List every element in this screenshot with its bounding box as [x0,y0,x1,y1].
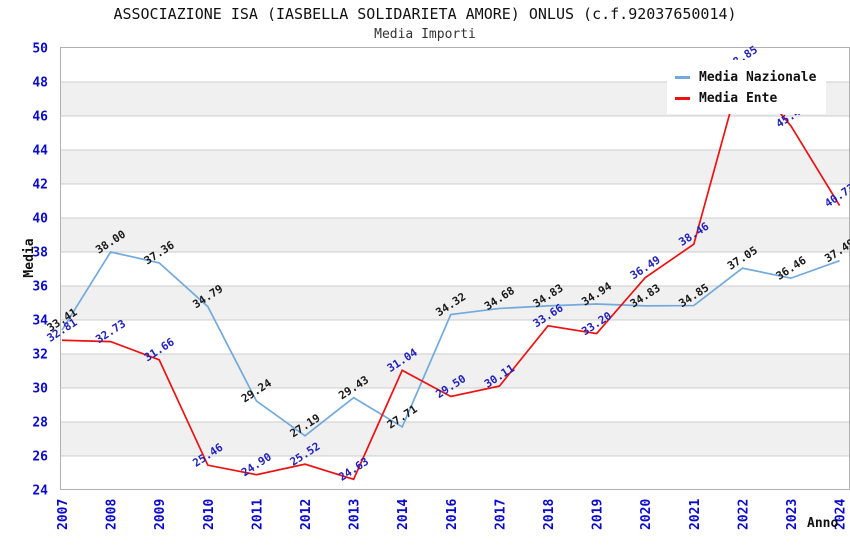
svg-text:2017: 2017 [493,499,508,530]
svg-text:38: 38 [32,246,48,261]
svg-text:2011: 2011 [250,499,265,530]
x-axis-labels: 2007 2008 2009 2010 2011 2012 2013 2014 2016 2017… [56,499,849,530]
svg-text:44: 44 [32,144,48,159]
svg-text:36: 36 [32,280,48,295]
svg-text:2024: 2024 [834,499,849,530]
y-axis-title: Media [22,238,37,277]
nazionale-line-swatch-icon [675,76,690,79]
svg-text:2009: 2009 [153,499,168,530]
svg-text:50: 50 [32,42,48,57]
x-axis-title: Anno [807,516,838,531]
svg-text:2014: 2014 [396,499,411,530]
svg-text:2007: 2007 [56,499,71,530]
svg-text:46: 46 [32,110,48,125]
svg-text:2022: 2022 [736,499,751,530]
chart-subtitle: Media Importi [374,27,476,42]
legend-item-media-nazionale: Media Nazionale [675,70,816,85]
ente-line-swatch-icon [675,97,690,100]
svg-text:2008: 2008 [105,499,120,530]
svg-text:48: 48 [32,76,48,91]
svg-text:42: 42 [32,178,48,193]
svg-text:24: 24 [32,484,48,499]
svg-text:2023: 2023 [785,499,800,530]
y-axis-labels: 24 26 28 30 32 34 36 38 40 42 44 46 48 50 [32,42,48,499]
legend-label: Media Ente [699,91,778,106]
svg-text:2013: 2013 [348,499,363,530]
chart-title: ASSOCIAZIONE ISA (IASBELLA SOLIDARIETA A… [113,5,737,23]
svg-text:2021: 2021 [688,499,703,530]
svg-text:2019: 2019 [591,499,606,530]
svg-text:2016: 2016 [445,499,460,530]
svg-text:40: 40 [32,212,48,227]
svg-text:2018: 2018 [542,499,557,530]
svg-text:2012: 2012 [299,499,314,530]
svg-text:30: 30 [32,382,48,397]
svg-text:34: 34 [32,314,48,329]
series-line-media-ente [61,65,841,481]
svg-text:32: 32 [32,348,48,363]
svg-text:2020: 2020 [639,499,654,530]
legend: Media Nazionale Media Ente [667,60,827,114]
svg-text:2010: 2010 [202,499,217,530]
svg-text:26: 26 [32,450,48,465]
series-line-media-nazionale [61,251,840,437]
legend-label: Media Nazionale [699,70,817,85]
svg-text:28: 28 [32,416,48,431]
gridlines [60,81,850,457]
legend-item-media-ente: Media Ente [675,91,816,106]
